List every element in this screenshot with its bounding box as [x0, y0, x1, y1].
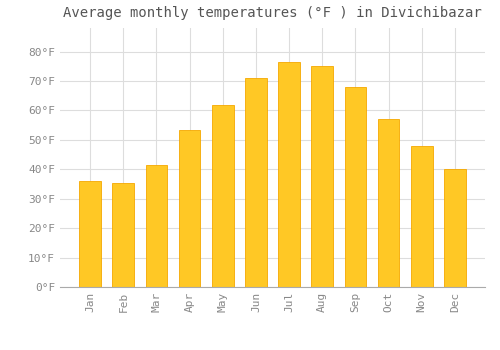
- Bar: [80, 181, 101, 287]
- Bar: [312, 66, 333, 287]
- Bar: [112, 182, 134, 287]
- Bar: [344, 87, 366, 287]
- Bar: [146, 165, 167, 287]
- Bar: [245, 78, 266, 287]
- Bar: [212, 105, 234, 287]
- Bar: [411, 146, 432, 287]
- Bar: [179, 130, 201, 287]
- Bar: [444, 169, 466, 287]
- Bar: [278, 62, 300, 287]
- Bar: [378, 119, 400, 287]
- Title: Average monthly temperatures (°F ) in Divichibazar: Average monthly temperatures (°F ) in Di…: [63, 6, 482, 20]
